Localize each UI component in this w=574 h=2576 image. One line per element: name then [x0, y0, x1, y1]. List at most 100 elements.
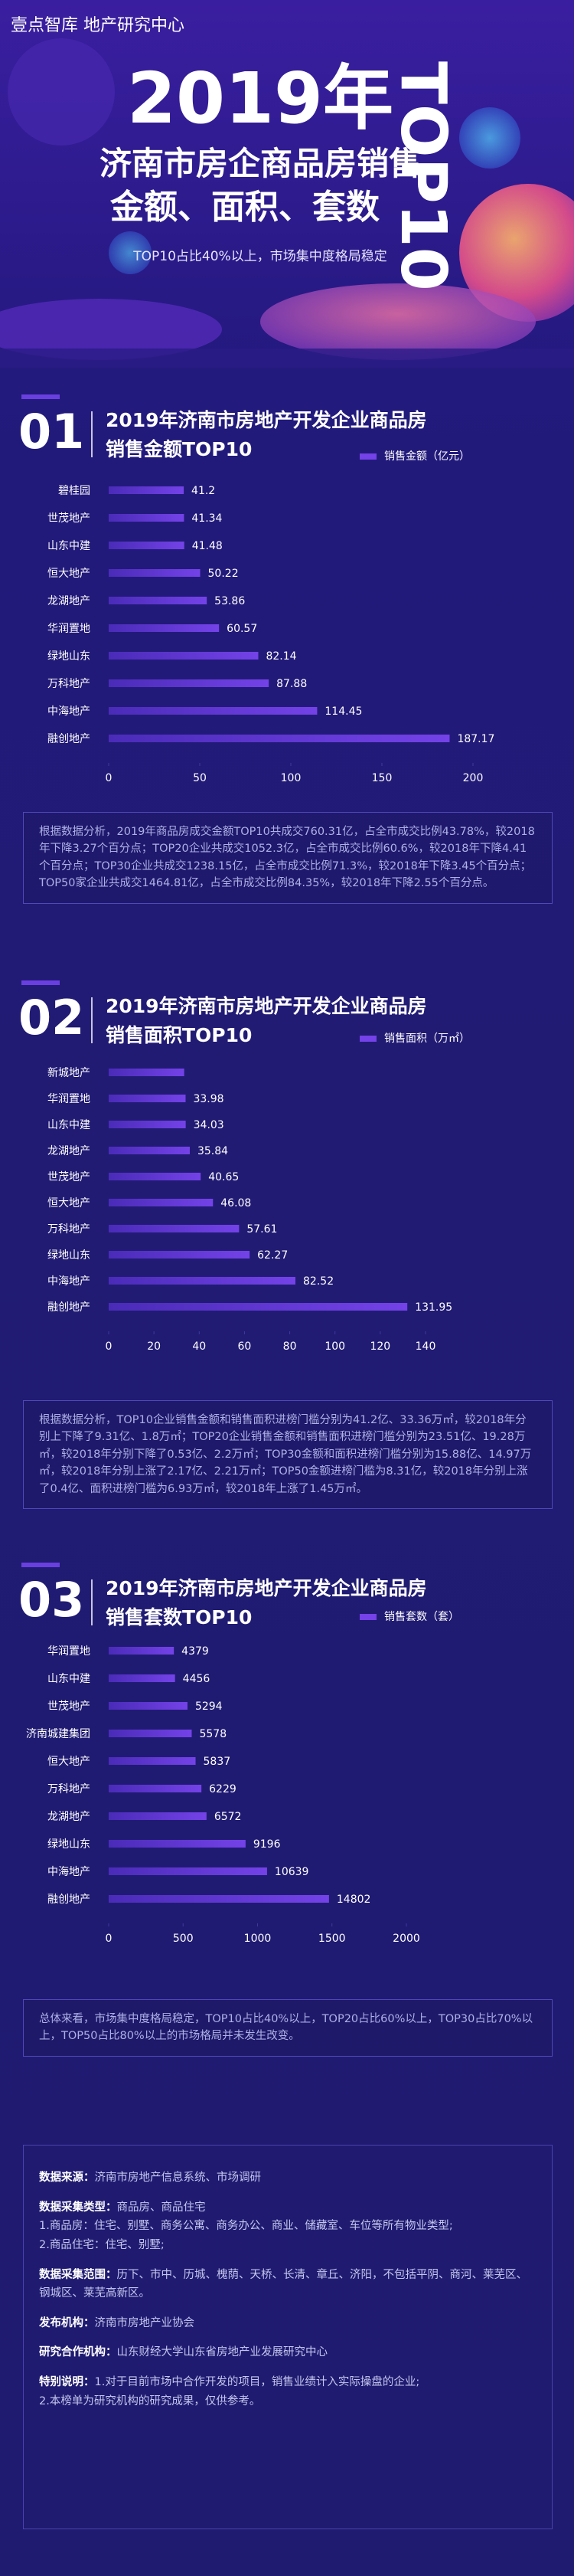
bar	[109, 1702, 188, 1710]
category-label: 万科地产	[47, 1783, 90, 1795]
footer-label: 发布机构：	[39, 2316, 95, 2329]
header: 壹点智库 地产研究中心 2019年 TOP10 济南市房企商品房销售 金额、面积…	[0, 0, 574, 368]
value-label: 82.52	[303, 1275, 334, 1288]
legend-swatch	[360, 453, 377, 460]
x-tick-label: 140	[416, 1340, 436, 1353]
x-tick-label: 150	[372, 772, 393, 784]
category-label: 融创地产	[47, 733, 90, 745]
category-label: 融创地产	[47, 1894, 90, 1906]
category-label: 恒大地产	[47, 1197, 90, 1209]
footer-item: 数据采集类型：商品房、商品住宅 1.商品房：住宅、别墅、商务公寓、商务办公、商业、…	[39, 2198, 536, 2255]
decor	[459, 184, 574, 322]
section-number: 03	[18, 1572, 84, 1628]
x-tick-label: 40	[192, 1340, 206, 1353]
hero-year: 2019年	[127, 57, 393, 139]
category-label: 恒大地产	[47, 1756, 90, 1768]
bar	[109, 569, 201, 577]
bar	[109, 1225, 240, 1232]
chart-title: 2019年济南市房地产开发企业商品房	[106, 995, 427, 1017]
value-label: 131.95	[415, 1301, 452, 1314]
value-label: 10639	[275, 1866, 309, 1878]
category-label: 新城地产	[47, 1067, 90, 1079]
bar	[109, 486, 184, 494]
chart-title: 2019年济南市房地产开发企业商品房	[106, 1577, 427, 1599]
x-tick-label: 200	[463, 772, 484, 784]
footer-text: 历下、市中、历城、槐荫、天桥、长清、章丘、济阳，不包括平阴、商河、莱芜区、钢城区…	[39, 2268, 527, 2300]
category-label: 万科地产	[47, 678, 90, 690]
x-tick-label: 2000	[393, 1933, 420, 1945]
legend-swatch	[360, 1614, 377, 1620]
decor	[260, 283, 536, 360]
value-label: 57.61	[246, 1223, 277, 1236]
category-label: 华润置地	[47, 1645, 90, 1658]
x-tick-label: 100	[281, 772, 302, 784]
value-label: 6229	[209, 1783, 236, 1795]
hero-subtitle: TOP10占比40%以上，市场集中度格局稳定	[132, 249, 386, 264]
legend-label: 销售金额（亿元）	[384, 450, 470, 463]
category-label: 中海地产	[47, 1275, 90, 1288]
value-label: 9196	[253, 1838, 281, 1851]
value-label: 5578	[199, 1728, 227, 1740]
bar	[109, 514, 184, 522]
category-label: 绿地山东	[47, 1838, 90, 1851]
footer-label: 特别说明：	[39, 2376, 95, 2389]
bar	[109, 652, 259, 660]
category-label: 世茂地产	[47, 1170, 90, 1183]
value-label: 5837	[204, 1756, 231, 1768]
footer-text: 商品房、商品住宅	[116, 2201, 206, 2214]
footer-label: 研究合作机构：	[39, 2346, 117, 2359]
footer-label: 数据来源：	[39, 2172, 95, 2184]
hero-line1: 济南市房企商品房销售	[99, 145, 421, 182]
footer-item: 特别说明：1.对于目前市场中合作开发的项目，销售业绩计入实际操盘的企业; 2.本榜…	[39, 2373, 536, 2411]
category-label: 绿地山东	[47, 650, 90, 663]
x-tick-label: 20	[147, 1340, 161, 1353]
bar	[109, 597, 207, 604]
bar	[109, 1840, 246, 1848]
value-label: 50.22	[208, 568, 239, 580]
bar	[109, 1812, 207, 1820]
footer-text: 山东财经大学山东省房地产业发展研究中心	[116, 2346, 328, 2359]
decor	[8, 38, 115, 146]
analysis-box: 根据数据分析，2019年商品房成交金额TOP10共成交760.31亿，占全市成交…	[23, 812, 553, 904]
value-label: 60.57	[227, 623, 257, 635]
value-label: 41.2	[191, 485, 215, 497]
decor	[459, 107, 520, 169]
category-label: 万科地产	[47, 1223, 90, 1236]
legend-swatch	[360, 1036, 377, 1042]
bar	[109, 1647, 174, 1655]
x-tick-label: 60	[238, 1340, 252, 1353]
bar	[109, 542, 184, 549]
x-tick-label: 0	[106, 1340, 113, 1353]
value-label: 114.45	[325, 705, 362, 718]
footer: 数据来源：济南市房地产信息系统、市场调研数据采集类型：商品房、商品住宅 1.商品房…	[23, 2145, 553, 2529]
section-number: 01	[18, 404, 84, 460]
footer-item: 数据来源：济南市房地产信息系统、市场调研	[39, 2168, 536, 2188]
value-label: 87.88	[276, 678, 307, 690]
bar	[109, 707, 318, 715]
footer-line: 2.商品住宅：住宅、别墅;	[39, 2238, 165, 2251]
category-label: 中海地产	[47, 1866, 90, 1878]
section-number: 02	[18, 990, 84, 1046]
bar	[109, 1277, 296, 1285]
chart-title: 销售套数TOP10	[106, 1606, 252, 1628]
footer-item: 发布机构：济南市房地产业协会	[39, 2314, 536, 2333]
value-label: 187.17	[457, 733, 494, 745]
decor	[0, 349, 574, 368]
bar	[109, 1674, 175, 1682]
bar	[109, 1785, 202, 1792]
section-dash	[21, 980, 60, 985]
x-tick-label: 1000	[244, 1933, 272, 1945]
category-label: 山东中建	[47, 1673, 90, 1685]
bar	[109, 1069, 184, 1076]
value-label: 53.86	[214, 595, 245, 607]
value-label: 14802	[337, 1894, 371, 1906]
value-label: 33.98	[193, 1093, 223, 1105]
category-label: 山东中建	[47, 540, 90, 552]
decor	[0, 299, 222, 360]
bar	[109, 624, 220, 632]
value-label: 41.34	[191, 512, 222, 525]
footer-item: 数据采集范围：历下、市中、历城、槐荫、天桥、长清、章丘、济阳，不包括平阴、商河、…	[39, 2266, 536, 2303]
category-label: 世茂地产	[47, 512, 90, 525]
